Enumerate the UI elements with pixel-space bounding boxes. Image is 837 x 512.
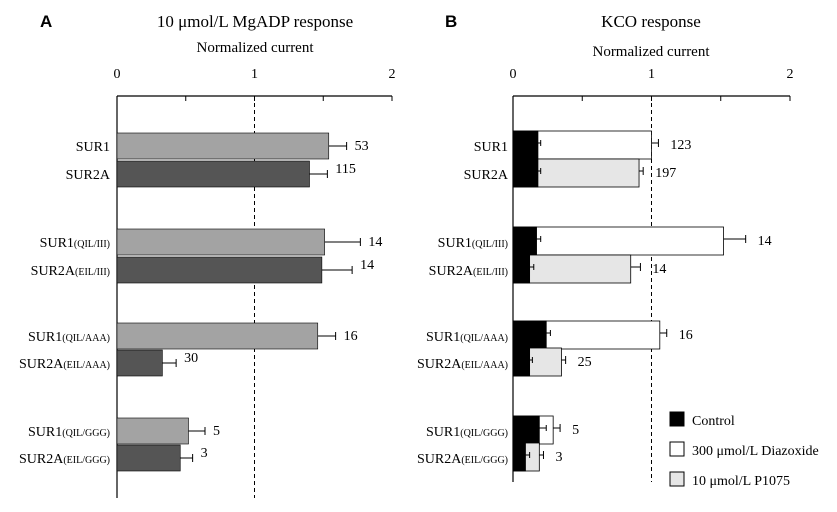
panel-a-n-label: 30 bbox=[184, 351, 198, 366]
panel-b-chart: 0 1 2 123 SUR1 197 SUR2A 14 SUR1(QIL/III) 14 SUR2A… bbox=[417, 67, 794, 482]
panel-b-kco-bar bbox=[512, 254, 632, 284]
panel-a-tick-label: 2 bbox=[389, 67, 396, 82]
panel-a-chart: 0 1 2 53 SUR1 115 SUR2A 14 SUR1(QIL/III) 14 SUR2A(… bbox=[19, 67, 396, 498]
legend-swatch-p1075 bbox=[669, 471, 685, 487]
panel-a-n-label: 53 bbox=[355, 139, 369, 154]
panel-a-category-label: SUR2A(EIL/GGG) bbox=[19, 452, 110, 467]
panel-a-category-label: SUR1(QIL/AAA) bbox=[28, 330, 110, 345]
panel-a-n-label: 16 bbox=[344, 329, 358, 344]
panel-a-category-label: SUR1(QIL/GGG) bbox=[28, 425, 110, 440]
panel-a-n-label: 115 bbox=[335, 162, 355, 177]
panel-b-control-bar bbox=[512, 130, 539, 160]
panel-a-n-label: 3 bbox=[201, 446, 208, 461]
panel-b-kco-bar bbox=[512, 226, 724, 256]
panel-b-category-label: SUR2A bbox=[464, 168, 509, 183]
panel-a-axis-label: Normalized current bbox=[196, 40, 314, 56]
panel-a-category-label: SUR1(QIL/III) bbox=[40, 236, 110, 251]
panel-b-control-bar bbox=[512, 226, 537, 256]
panel-a-bar bbox=[116, 322, 319, 350]
panel-b-control-bar bbox=[512, 415, 540, 445]
panel-a-bar bbox=[116, 160, 310, 188]
panel-b-control-bar bbox=[512, 442, 526, 472]
panel-a-category-label: SUR1 bbox=[76, 140, 110, 155]
panel-b-n-label: 123 bbox=[670, 138, 691, 153]
panel-b-letter: B bbox=[445, 12, 457, 31]
panel-a-tick-label: 1 bbox=[251, 67, 258, 82]
panel-a-bar bbox=[116, 349, 163, 377]
panel-b-n-label: 3 bbox=[555, 450, 562, 465]
panel-a-category-label: SUR2A bbox=[66, 168, 111, 183]
panel-a-title: 10 μmol/L MgADP response bbox=[157, 12, 353, 31]
panel-b-title: KCO response bbox=[601, 12, 701, 31]
panel-a-tick-label: 0 bbox=[114, 67, 121, 82]
panel-a-bar bbox=[116, 444, 181, 472]
panel-a-bar bbox=[116, 132, 330, 160]
panel-a-n-label: 14 bbox=[360, 258, 374, 273]
legend-swatch-diazoxide bbox=[669, 441, 685, 457]
legend-label-diazoxide: 300 μmol/L Diazoxide bbox=[692, 444, 819, 459]
panel-a-bar bbox=[116, 256, 323, 284]
panel-a-n-label: 14 bbox=[368, 235, 382, 250]
panel-b-tick-label: 0 bbox=[510, 67, 517, 82]
panel-b-category-label: SUR1 bbox=[474, 140, 508, 155]
panel-a-bar bbox=[116, 228, 325, 256]
panel-b-category-label: SUR2A(EIL/GGG) bbox=[417, 452, 508, 467]
panel-b-n-label: 197 bbox=[655, 166, 676, 181]
panel-b-n-label: 25 bbox=[578, 355, 592, 370]
panel-b-category-label: SUR2A(EIL/III) bbox=[429, 264, 508, 279]
panel-b-n-label: 14 bbox=[758, 234, 772, 249]
panel-b-tick-label: 2 bbox=[787, 67, 794, 82]
panel-a-n-label: 5 bbox=[213, 424, 220, 439]
panel-b-category-label: SUR1(QIL/GGG) bbox=[426, 425, 508, 440]
panel-a-category-label: SUR2A(EIL/III) bbox=[31, 264, 110, 279]
panel-b-category-label: SUR1(QIL/AAA) bbox=[426, 330, 508, 345]
panel-a-category-label: SUR2A(EIL/AAA) bbox=[19, 357, 110, 372]
panel-b-control-bar bbox=[512, 158, 539, 188]
legend: Control 300 μmol/L Diazoxide 10 μmol/L P10… bbox=[669, 411, 819, 489]
legend-swatch-control bbox=[669, 411, 685, 427]
panel-b-n-label: 16 bbox=[679, 328, 693, 343]
panel-b-control-bar bbox=[512, 254, 531, 284]
legend-label-control: Control bbox=[692, 414, 735, 429]
legend-label-p1075: 10 μmol/L P1075 bbox=[692, 474, 790, 489]
panel-a-bar bbox=[116, 417, 189, 445]
panel-b-category-label: SUR2A(EIL/AAA) bbox=[417, 357, 508, 372]
panel-b-tick-label: 1 bbox=[648, 67, 655, 82]
panel-a-letter: A bbox=[40, 12, 52, 31]
panel-b-n-label: 14 bbox=[652, 262, 666, 277]
panel-b-axis-label: Normalized current bbox=[592, 44, 710, 60]
panel-b-n-label: 5 bbox=[572, 423, 579, 438]
panel-b-control-bar bbox=[512, 320, 547, 350]
panel-b-category-label: SUR1(QIL/III) bbox=[438, 236, 508, 251]
panel-b-control-bar bbox=[512, 347, 531, 377]
